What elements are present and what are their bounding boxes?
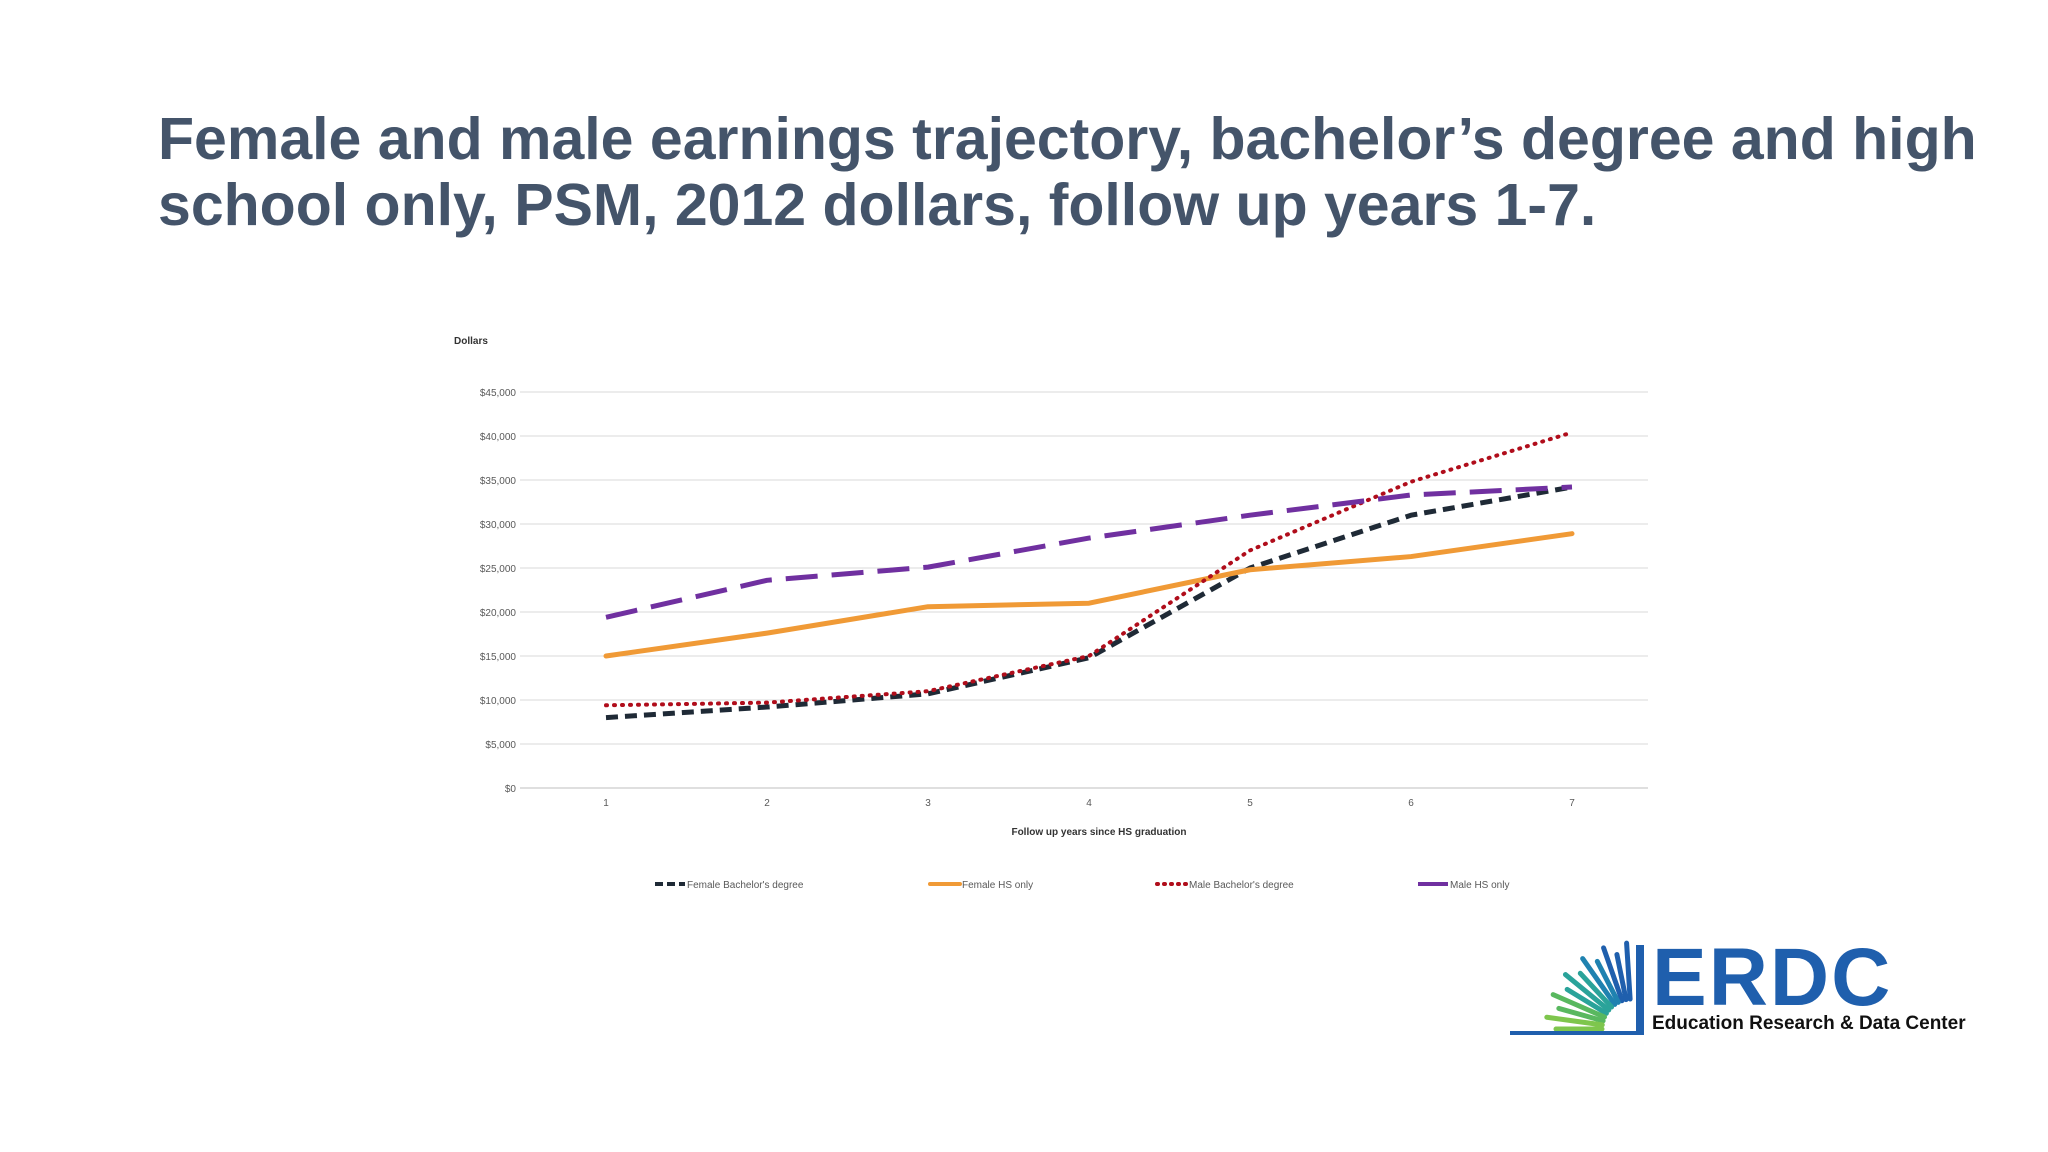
x-tick-label: 3 [925, 798, 931, 809]
x-tick-label: 1 [603, 798, 609, 809]
y-axis-label: Dollars [454, 336, 488, 347]
x-tick-labels: 1 2 3 4 5 6 7 [603, 798, 1575, 809]
legend-label: Male Bachelor's degree [1189, 880, 1294, 891]
logo-ray [1556, 1005, 1606, 1024]
y-tick-labels: $0 $5,000 $10,000 $15,000 $20,000 $25,000 $30,… [480, 388, 517, 795]
logo-bar [1636, 945, 1644, 1035]
y-tick-label: $45,000 [480, 388, 517, 399]
slide-title: Female and male earnings trajectory, bac… [158, 106, 1977, 238]
logo-ray [1564, 986, 1609, 1016]
y-tick-label: $10,000 [480, 696, 517, 707]
y-tick-label: $40,000 [480, 432, 517, 443]
x-axis-label: Follow up years since HS graduation [1011, 827, 1186, 838]
gridlines [520, 391, 1648, 789]
logo-ray [1577, 970, 1615, 1010]
logo-ray [1580, 956, 1618, 1007]
logo-ray [1601, 945, 1625, 1004]
erdc-logo: ERDC Education Research & Data Center [1510, 935, 1966, 1035]
x-tick-label: 2 [764, 798, 770, 809]
legend-item: Female Bachelor's degree [655, 880, 804, 891]
logo-ray [1550, 992, 1608, 1020]
x-tick-label: 7 [1569, 798, 1575, 809]
logo-ray [1614, 952, 1629, 1003]
legend-item: Male Bachelor's degree [1155, 880, 1294, 891]
series-lines [603, 430, 1575, 721]
logo-ray [1544, 1014, 1605, 1028]
series-line-3 [604, 430, 1574, 708]
logo-subtitle: Education Research & Data Center [1652, 1013, 1966, 1034]
legend-label: Female HS only [962, 880, 1033, 891]
legend-label: Male HS only [1450, 880, 1509, 891]
y-tick-label: $20,000 [480, 608, 517, 619]
y-tick-label: $0 [505, 784, 517, 795]
logo-ray [1594, 958, 1621, 1005]
legend: Female Bachelor's degree Female HS only Ma… [655, 880, 1509, 891]
series-line-4 [605, 484, 1573, 620]
series-line-1 [605, 484, 1573, 721]
series-line-2 [603, 531, 1575, 659]
x-tick-label: 4 [1086, 798, 1092, 809]
logo-ray [1562, 972, 1612, 1013]
y-tick-label: $35,000 [480, 476, 517, 487]
logo-ray [1624, 940, 1633, 1002]
y-tick-label: $5,000 [485, 740, 516, 751]
logo-rays-icon [1544, 940, 1633, 1032]
y-tick-label: $30,000 [480, 520, 517, 531]
y-tick-label: $25,000 [480, 564, 517, 575]
legend-item: Female HS only [928, 880, 1033, 891]
x-tick-label: 5 [1247, 798, 1253, 809]
logo-wordmark: ERDC [1652, 935, 1892, 1023]
legend-label: Female Bachelor's degree [687, 880, 804, 891]
x-tick-label: 6 [1408, 798, 1414, 809]
legend-item: Male HS only [1418, 880, 1509, 891]
logo-baseline [1510, 1031, 1640, 1035]
y-tick-label: $15,000 [480, 652, 517, 663]
